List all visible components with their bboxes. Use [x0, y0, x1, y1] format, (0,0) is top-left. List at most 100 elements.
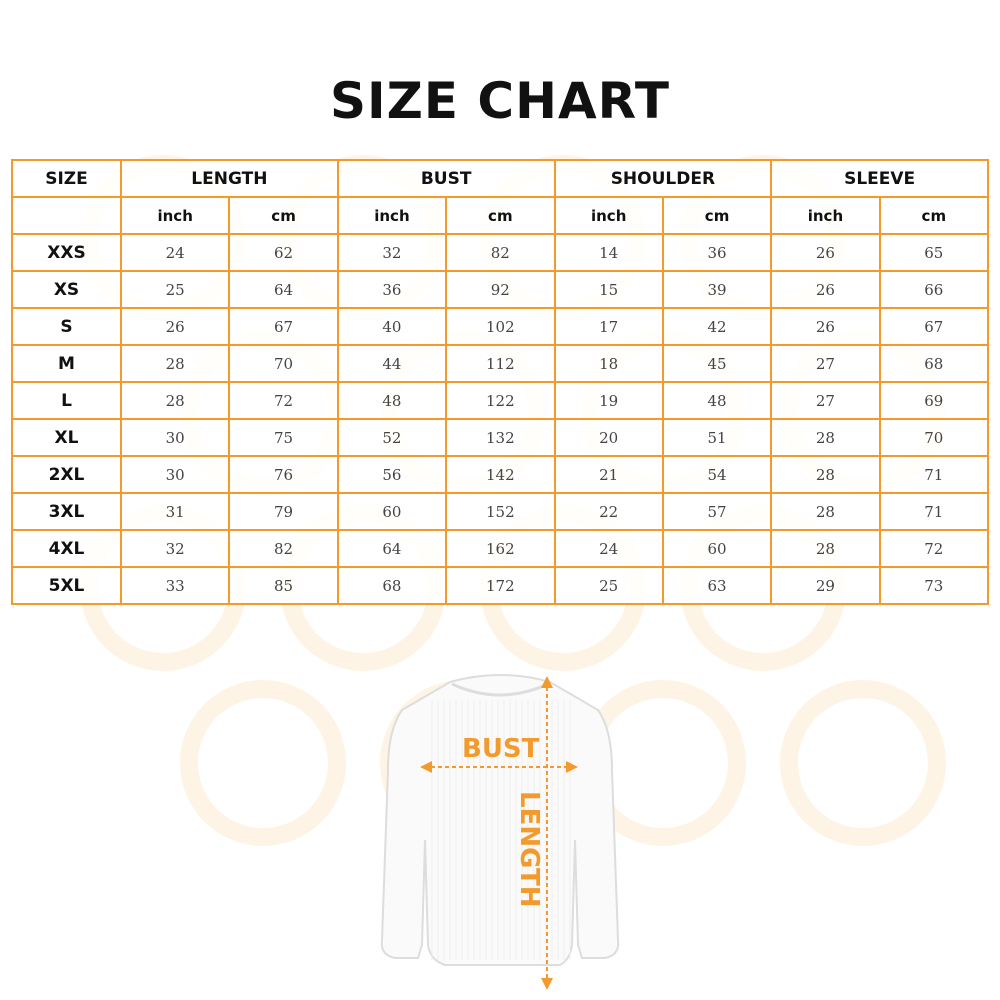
measurement-cell: 79: [228, 492, 339, 531]
measurement-cell: 68: [878, 344, 990, 383]
measurement-cell: 26: [119, 307, 231, 346]
measurement-cell: 21: [553, 455, 664, 494]
measurement-cell: 48: [336, 381, 448, 420]
group-header-row: SIZE LENGTH BUST SHOULDER SLEEVE: [11, 159, 989, 198]
measurement-cell: 132: [445, 418, 556, 457]
measurement-cell: 162: [445, 529, 556, 568]
measurement-cell: 70: [228, 344, 339, 383]
table-row: XS 25 64 36 92 15 39 26 66: [11, 270, 990, 309]
measurement-cell: 39: [661, 270, 773, 309]
measurement-cell: 28: [770, 492, 881, 531]
measurement-cell: 68: [336, 566, 448, 605]
unit-header-row: inch cm inch cm inch cm inch cm: [11, 196, 990, 235]
measurement-cell: 45: [661, 344, 773, 383]
measurement-cell: 28: [119, 381, 231, 420]
length-arrowhead-top: [541, 676, 553, 688]
measurement-cell: 64: [336, 529, 448, 568]
measurement-cell: 76: [228, 455, 339, 494]
measurement-cell: 44: [336, 344, 448, 383]
measurement-cell: 67: [228, 307, 339, 346]
measurement-cell: 71: [878, 455, 990, 494]
measurement-cell: 75: [228, 418, 339, 457]
bust-label: BUST: [462, 734, 540, 764]
measurement-cell: 52: [336, 418, 448, 457]
measurement-cell: 112: [445, 344, 556, 383]
measurement-cell: 32: [336, 233, 448, 272]
measurement-cell: 24: [553, 529, 664, 568]
size-cell: 4XL: [11, 529, 122, 568]
unit-header-inch: inch: [119, 196, 231, 235]
measurement-cell: 28: [770, 455, 881, 494]
measurement-cell: 69: [878, 381, 990, 420]
unit-header-cm: cm: [661, 196, 773, 235]
measurement-cell: 22: [553, 492, 664, 531]
group-header-shoulder: SHOULDER: [553, 159, 773, 198]
measurement-cell: 57: [661, 492, 773, 531]
sweater-ribbing: [431, 700, 571, 960]
measurement-cell: 28: [770, 418, 881, 457]
measurement-cell: 92: [445, 270, 556, 309]
table-row: M 28 70 44 112 18 45 27 68: [11, 344, 990, 383]
measurement-cell: 26: [770, 307, 881, 346]
size-cell: XL: [11, 418, 122, 457]
table-row: L 28 72 48 122 19 48 27 69: [11, 381, 990, 420]
measurement-cell: 63: [661, 566, 773, 605]
length-arrowhead-bottom: [541, 978, 553, 990]
size-cell: XS: [11, 270, 122, 309]
sweater-illustration: [380, 674, 620, 990]
size-cell: 2XL: [11, 455, 122, 494]
measurement-cell: 25: [119, 270, 231, 309]
bust-arrowhead-right: [566, 761, 578, 773]
size-cell: S: [11, 307, 122, 346]
measurement-cell: 48: [661, 381, 773, 420]
measurement-cell: 19: [553, 381, 664, 420]
measurement-cell: 27: [770, 344, 881, 383]
group-header-sleeve: SLEEVE: [770, 159, 989, 198]
unit-header-cm: cm: [228, 196, 339, 235]
measurement-cell: 26: [770, 270, 881, 309]
table-row: 3XL 31 79 60 152 22 57 28 71: [11, 492, 990, 531]
length-label: LENGTH: [514, 791, 544, 908]
measurement-cell: 67: [878, 307, 990, 346]
table-row: S 26 67 40 102 17 42 26 67: [11, 307, 990, 346]
measurement-cell: 82: [445, 233, 556, 272]
size-cell: 3XL: [11, 492, 122, 531]
unit-header-cm: cm: [878, 196, 990, 235]
measurement-cell: 85: [228, 566, 339, 605]
measurement-cell: 25: [553, 566, 664, 605]
measurement-cell: 31: [119, 492, 231, 531]
measurement-cell: 62: [228, 233, 339, 272]
measurement-cell: 36: [336, 270, 448, 309]
table-row: XL 30 75 52 132 20 51 28 70: [11, 418, 990, 457]
group-header-bust: BUST: [336, 159, 556, 198]
measurement-cell: 17: [553, 307, 664, 346]
size-cell: L: [11, 381, 122, 420]
size-cell: XXS: [11, 233, 122, 272]
unit-header-inch: inch: [553, 196, 664, 235]
table-row: 5XL 33 85 68 172 25 63 29 73: [11, 566, 990, 605]
measurement-cell: 27: [770, 381, 881, 420]
size-header: SIZE: [11, 159, 122, 198]
size-cell: 5XL: [11, 566, 122, 605]
measurement-cell: 122: [445, 381, 556, 420]
measurement-cell: 26: [770, 233, 881, 272]
measurement-cell: 29: [770, 566, 881, 605]
measurement-cell: 40: [336, 307, 448, 346]
bust-arrowhead-left: [420, 761, 432, 773]
measurement-cell: 65: [878, 233, 990, 272]
measurement-cell: 36: [661, 233, 773, 272]
measurement-cell: 102: [445, 307, 556, 346]
watermark-logo: [780, 680, 946, 846]
table-row: 2XL 30 76 56 142 21 54 28 71: [11, 455, 990, 494]
measurement-cell: 60: [661, 529, 773, 568]
unit-header-cm: cm: [445, 196, 556, 235]
measurement-cell: 18: [553, 344, 664, 383]
measurement-cell: 72: [878, 529, 990, 568]
measurement-cell: 66: [878, 270, 990, 309]
measurement-cell: 51: [661, 418, 773, 457]
measurement-cell: 56: [336, 455, 448, 494]
table-row: 4XL 32 82 64 162 24 60 28 72: [11, 529, 990, 568]
measurement-cell: 64: [228, 270, 339, 309]
unit-header-inch: inch: [770, 196, 881, 235]
measurement-cell: 24: [119, 233, 231, 272]
